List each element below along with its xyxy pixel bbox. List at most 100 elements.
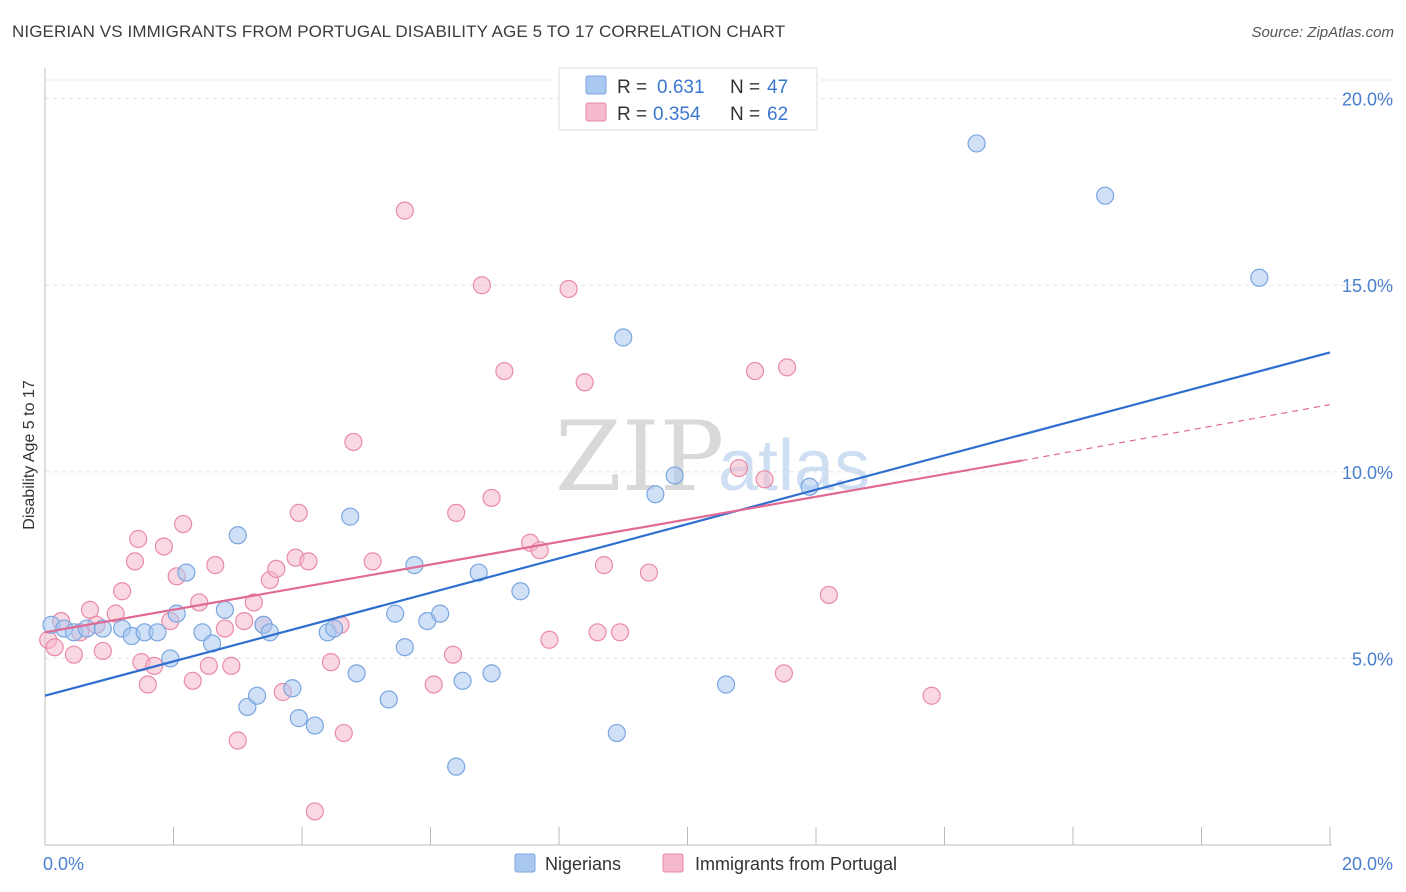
portugal-point [819, 585, 838, 605]
nigerian-point [511, 582, 530, 601]
series-portugal-points [39, 201, 941, 821]
portugal-point [267, 559, 286, 578]
x-tick-labels: 0.0% 20.0% [43, 854, 1393, 874]
portugal-point [154, 537, 173, 556]
portugal-point [594, 556, 614, 575]
nigerian-point [431, 604, 450, 623]
portugal-point [482, 488, 501, 508]
portugal-point [183, 671, 202, 690]
portugal-point [215, 619, 234, 638]
portugal-point [495, 361, 514, 381]
legend-n-value-0: 47 [767, 77, 788, 98]
portugal-point [321, 653, 341, 672]
nigerian-point [325, 619, 344, 638]
nigerian-point [646, 485, 665, 504]
legend-r-value-0: 0.631 [657, 77, 705, 98]
portugal-point [222, 656, 241, 675]
portugal-point [45, 638, 64, 657]
portugal-point [174, 514, 193, 534]
legend-swatch-nigerians [585, 75, 607, 95]
portugal-point [540, 630, 559, 649]
nigerian-point [482, 664, 501, 683]
portugal-point [93, 641, 112, 661]
portugal-point [755, 470, 774, 489]
nigerian-point [247, 686, 267, 705]
portugal-point [235, 611, 254, 631]
nigerian-point [177, 563, 196, 582]
bottom-legend-label-nigerians: Nigerians [545, 854, 621, 874]
nigerian-point [289, 709, 308, 728]
portugal-point [777, 358, 797, 377]
nigerian-point [716, 675, 736, 694]
portugal-point [424, 675, 443, 694]
nigerian-point [453, 671, 472, 690]
portugal-point [112, 582, 132, 601]
bottom-legend-swatch-portugal [662, 853, 684, 873]
portugal-point [639, 563, 659, 582]
nigerian-point [148, 623, 167, 642]
portugal-point [443, 645, 463, 664]
portugal-point [138, 675, 157, 694]
portugal-point [289, 503, 308, 522]
portugal-point [129, 529, 148, 549]
portugal-point [190, 593, 209, 612]
x-tick-label: 0.0% [43, 854, 84, 874]
y-tick-label: 10.0% [1342, 463, 1393, 483]
source-label: Source: ZipAtlas.com [1251, 24, 1394, 41]
portugal-point [472, 276, 491, 295]
y-tick-label: 20.0% [1342, 90, 1393, 110]
portugal-point [774, 664, 793, 683]
portugal-point [228, 731, 247, 750]
bottom-legend-label-portugal: Immigrants from Portugal [695, 854, 897, 874]
nigerian-point [447, 757, 466, 776]
portugal-point [125, 552, 145, 571]
portugal-point [559, 279, 578, 299]
portugal-point [334, 723, 353, 743]
axes [44, 68, 1332, 846]
legend-swatch-portugal [585, 102, 607, 122]
nigerian-point [469, 563, 488, 582]
nigerian-point [347, 664, 366, 683]
portugal-point [199, 656, 218, 675]
trend-lines [44, 351, 1331, 697]
portugal-point [610, 623, 630, 642]
chart-title: NIGERIAN VS IMMIGRANTS FROM PORTUGAL DIS… [12, 22, 786, 41]
portugal-point [575, 373, 594, 392]
nigerian-point [228, 526, 247, 545]
portugal-point [244, 593, 263, 612]
portugal-point [447, 503, 466, 522]
nigerian-point [614, 328, 633, 347]
legend-n-value-1: 62 [767, 104, 788, 125]
y-axis-label: Disability Age 5 to 17 [21, 380, 38, 530]
nigerian-point [341, 507, 360, 526]
portugal-point [206, 556, 225, 575]
nigerian-point [215, 600, 234, 620]
legend-r-label-0: R = [617, 77, 647, 98]
nigerian-point [1096, 186, 1115, 205]
nigerian-point [665, 466, 684, 485]
portugal-point [344, 432, 363, 452]
nigerian-point [607, 723, 626, 743]
x-tick-label: 20.0% [1342, 854, 1393, 874]
y-tick-labels: 5.0% 10.0% 15.0% 20.0% [1342, 90, 1393, 670]
bottom-legend: Nigerians Immigrants from Portugal [514, 853, 897, 874]
nigerian-point [379, 690, 398, 709]
legend-n-label-1: N = [730, 104, 760, 125]
y-tick-label: 15.0% [1342, 276, 1393, 296]
nigerian-point [967, 134, 986, 153]
y-tick-label: 5.0% [1352, 649, 1393, 669]
nigerian-point [305, 716, 324, 735]
watermark-zip: ZIP [555, 401, 724, 513]
legend-r-value-1: 0.354 [653, 104, 701, 125]
portugal-point [305, 802, 324, 821]
legend-n-label-0: N = [730, 77, 760, 98]
legend-r-label-1: R = [617, 104, 647, 125]
bottom-legend-swatch-nigerians [514, 853, 536, 873]
portugal-point [64, 645, 84, 664]
portugal-point [299, 552, 318, 571]
series-nigerians-points [42, 134, 1269, 776]
portugal-point [588, 623, 607, 642]
portugal-point [745, 361, 765, 381]
nigerian-point [77, 619, 96, 638]
